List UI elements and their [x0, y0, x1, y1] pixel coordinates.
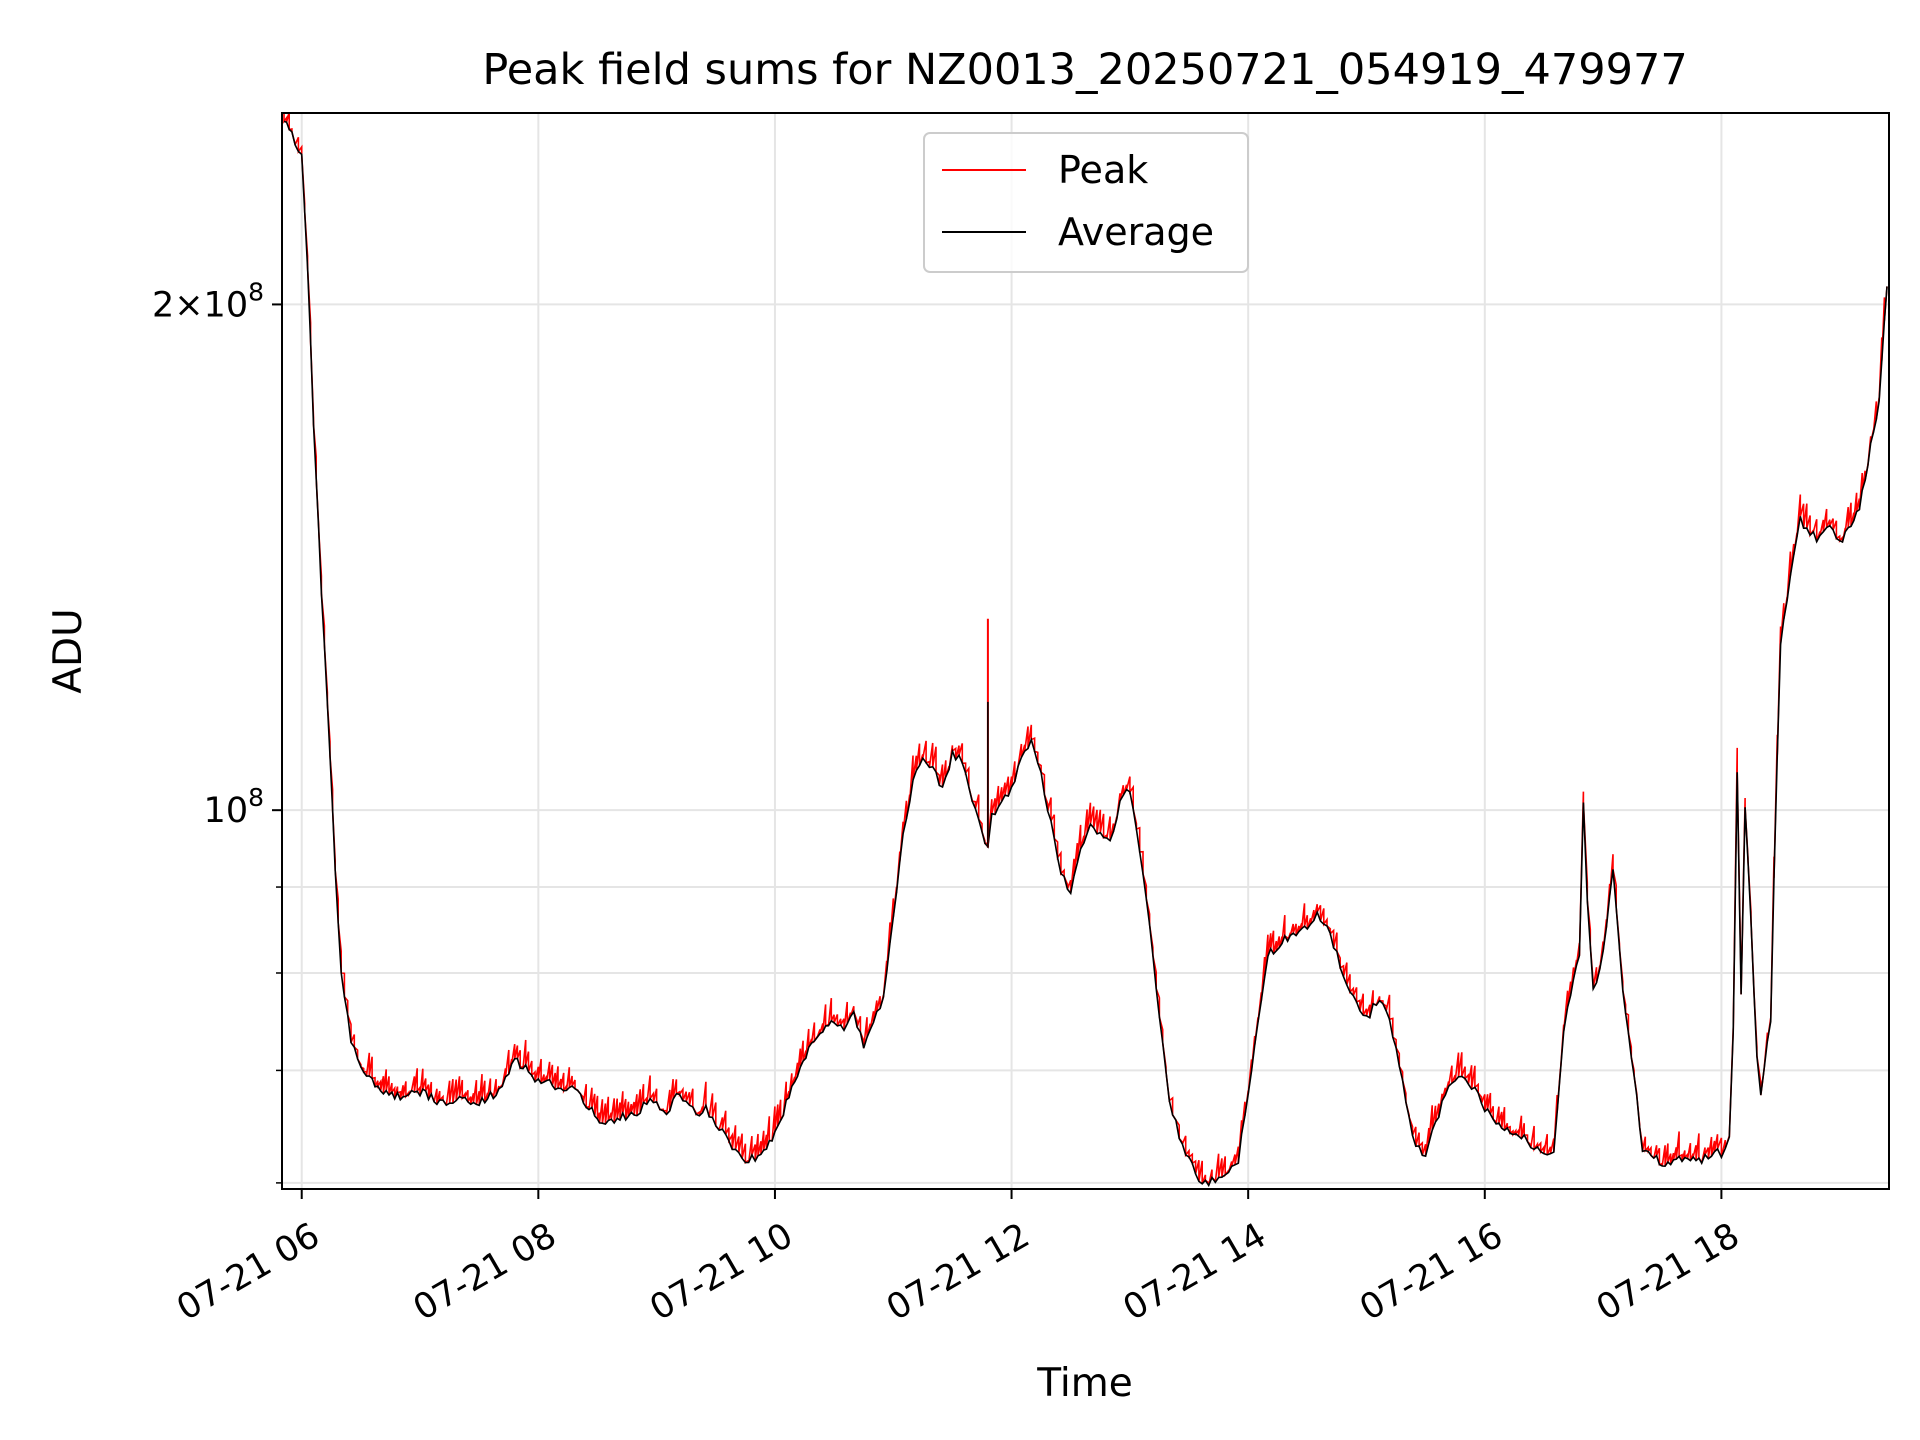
series-average [283, 120, 1888, 1188]
x-tick-label: 07-21 18 [1590, 1216, 1746, 1329]
grid [282, 113, 1889, 1189]
series-layer [283, 113, 1888, 1188]
legend-peak-label: Peak [1058, 148, 1148, 192]
plot-frame [281, 112, 1890, 1190]
x-tick-label: 07-21 06 [170, 1216, 326, 1329]
x-tick-label: 07-21 10 [644, 1216, 800, 1329]
x-axis-label: Time [1036, 1361, 1132, 1406]
legend: Peak Average [923, 132, 1249, 273]
legend-box [923, 132, 1249, 273]
x-axis: 07-21 06 07-21 08 07-21 10 07-21 12 07-21 14… [170, 1189, 1746, 1329]
y-tick-label: 2×108 [152, 277, 264, 325]
y-tick-label: 108 [204, 783, 264, 831]
chart-title: Peak field sums for NZ0013_20250721_0549… [482, 45, 1687, 95]
legend-average-label: Average [1058, 210, 1214, 254]
y-axis-label: ADU [46, 608, 91, 693]
x-tick-label: 07-21 08 [407, 1216, 563, 1329]
x-tick-label: 07-21 14 [1117, 1216, 1273, 1329]
x-tick-label: 07-21 12 [880, 1216, 1036, 1329]
y-axis: 2×108 108 [152, 277, 282, 1184]
x-tick-label: 07-21 16 [1353, 1216, 1509, 1329]
